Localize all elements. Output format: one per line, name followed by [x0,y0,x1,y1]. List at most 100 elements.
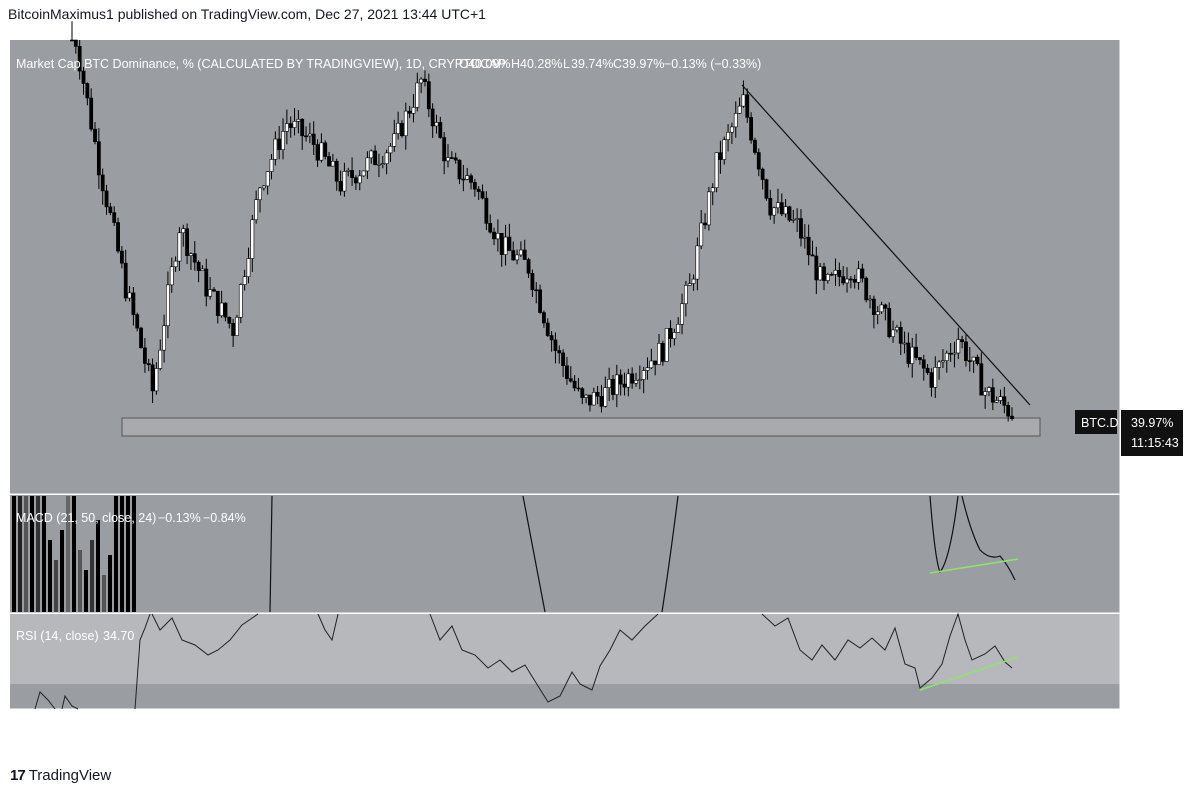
candle-body [730,126,734,133]
candle-body [645,367,650,371]
candle-body [526,259,531,274]
candle-body [822,266,826,281]
candle-body [434,122,439,127]
candle-body [814,255,819,281]
descending-trendline[interactable] [741,84,1031,406]
candle-body [453,157,458,161]
btc-dominance-chart[interactable]: Market Cap BTC Dominance, % (CALCULATED … [0,0,1200,760]
svg-text:O: O [459,57,469,71]
macd-divergence-line[interactable] [929,558,1019,574]
candle-body [208,289,213,297]
candle-body [449,157,454,159]
price-tick: 48.00% [1130,59,1172,73]
candle-body [910,346,915,364]
candle-body [465,175,470,180]
candle-body [591,392,596,406]
candle-body [680,303,684,325]
candle-body [542,312,546,324]
candle-body [361,170,366,177]
support-zone[interactable] [121,417,1041,437]
candle-body [327,156,331,167]
macd-value-2: −0.84% [203,511,246,525]
bar-countdown: 11:15:43 [1131,436,1179,450]
candle-body [657,343,661,365]
candle-body [93,128,97,142]
candle-body [841,276,846,284]
candle-body [998,396,1003,401]
candle-body [726,131,730,140]
candle-body [112,212,117,223]
candle-body [595,392,600,397]
rsi-divergence-line[interactable] [919,656,1019,691]
candle-body [446,157,450,162]
time-label: 2022 [1017,724,1045,738]
candle-body [871,298,876,315]
candle-body [956,339,961,354]
candle-body [518,249,523,256]
candle-body [741,94,746,107]
time-label: Oct [659,724,679,738]
candle-body [150,364,155,392]
candle-body [607,378,612,388]
svg-text:C: C [613,57,622,71]
candle-body [902,342,907,345]
candle-body [618,374,623,385]
rsi-band [10,614,1120,684]
candle-body [799,218,803,239]
main-legend-title: Market Cap BTC Dominance, % (CALCULATED … [16,57,506,71]
candle-body [737,105,742,114]
candle-body [442,137,447,162]
candle-body [852,279,857,283]
candle-body [699,222,704,247]
candle-body [123,262,128,299]
candle-body [81,70,86,84]
candle-body [323,142,328,157]
candle-body [377,163,381,166]
macd-value-1: −0.13% [158,511,201,525]
candle-body [906,342,911,364]
candle-body [764,179,769,199]
candle-body [887,308,892,337]
symbol-tag: BTC.D [1081,416,1119,430]
svg-text:40.28%: 40.28% [520,57,562,71]
candle-body [833,269,838,275]
candle-body [549,335,554,341]
candle-body [104,190,109,208]
candle-body [845,278,849,284]
candle-body [403,110,408,137]
candle-body [530,273,535,291]
candle-body [131,292,136,315]
candle-body [806,236,811,256]
tradingview-footer[interactable]: 17 TradingView [10,767,111,784]
candle-body [714,152,719,189]
candle-body [967,360,972,362]
candle-body [856,268,861,283]
candle-body [392,133,397,147]
candle-body [921,359,926,369]
candle-body [691,278,696,284]
candle-body [584,394,589,398]
candle-body [576,387,581,390]
macd-pane[interactable] [10,495,1120,613]
candle-body [511,250,516,261]
candle-body [250,219,255,259]
candle-body [284,123,289,132]
candle-body [941,360,945,363]
candle-body [507,236,512,251]
candle-body [342,171,347,192]
candle-body [384,152,389,164]
time-axis[interactable]: May Jun Jul Aug Sep Oct Nov Dec 2022 [57,724,1045,738]
candle-body [204,268,209,297]
price-axis[interactable]: 48.00% 46.00% 44.00% 42.00% [1130,59,1172,340]
candle-body [388,146,393,154]
candle-body [330,160,335,167]
candle-body [173,260,178,268]
candle-body [350,170,354,178]
candle-body [776,202,780,209]
candle-body [407,110,412,114]
candle-body [660,343,665,362]
candle-body [580,388,585,398]
ohlc-readout: O 40.09% H 40.28% L 39.74% C 39.97% −0.1… [459,57,761,71]
candle-body [883,304,888,309]
candle-body [791,219,796,221]
